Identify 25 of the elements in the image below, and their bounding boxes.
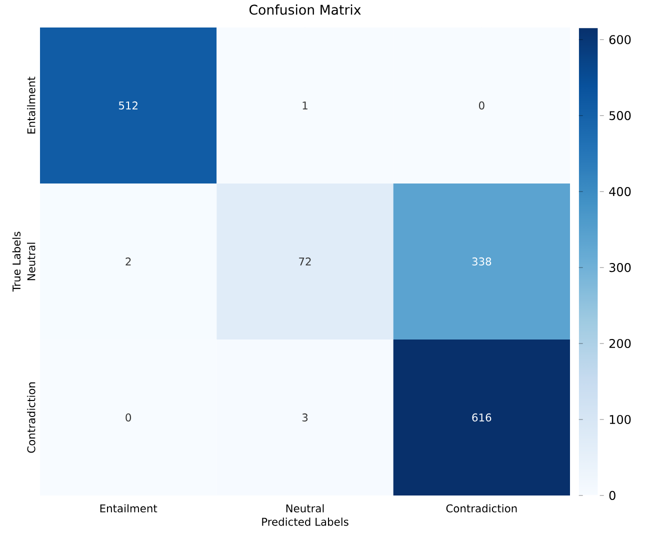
- data-label: 0: [478, 101, 484, 110]
- y-tick-label: Contradiction: [27, 382, 36, 453]
- data-label: 1: [302, 101, 308, 110]
- y-tick-label: Neutral: [27, 242, 36, 280]
- x-tick-label: Entailment: [100, 504, 158, 512]
- data-label: 616: [472, 413, 492, 422]
- x-tick-label: Neutral: [286, 504, 324, 512]
- data-label: 2: [126, 257, 131, 266]
- color-bar-label: 200: [609, 338, 631, 348]
- color-bar-label: 300: [609, 262, 631, 272]
- color-bar-label: 400: [609, 186, 631, 196]
- color-bar-label: 600: [609, 34, 631, 44]
- color-bar-label: 0: [609, 490, 616, 500]
- color-bar-label: 100: [610, 414, 631, 424]
- y-axis-title: True Labels: [12, 232, 21, 292]
- data-label: 3: [302, 413, 308, 422]
- color-bar-label: 500: [609, 110, 631, 120]
- x-axis-title: Predicted Labels: [262, 517, 348, 526]
- data-label: 338: [472, 257, 492, 266]
- data-label: 0: [126, 413, 132, 422]
- y-tick-label: Entailment: [27, 76, 36, 134]
- data-label: 72: [299, 257, 311, 266]
- x-tick-label: Contradiction: [446, 504, 517, 512]
- chart-title: Confusion Matrix: [249, 4, 361, 15]
- data-label: 512: [118, 101, 138, 110]
